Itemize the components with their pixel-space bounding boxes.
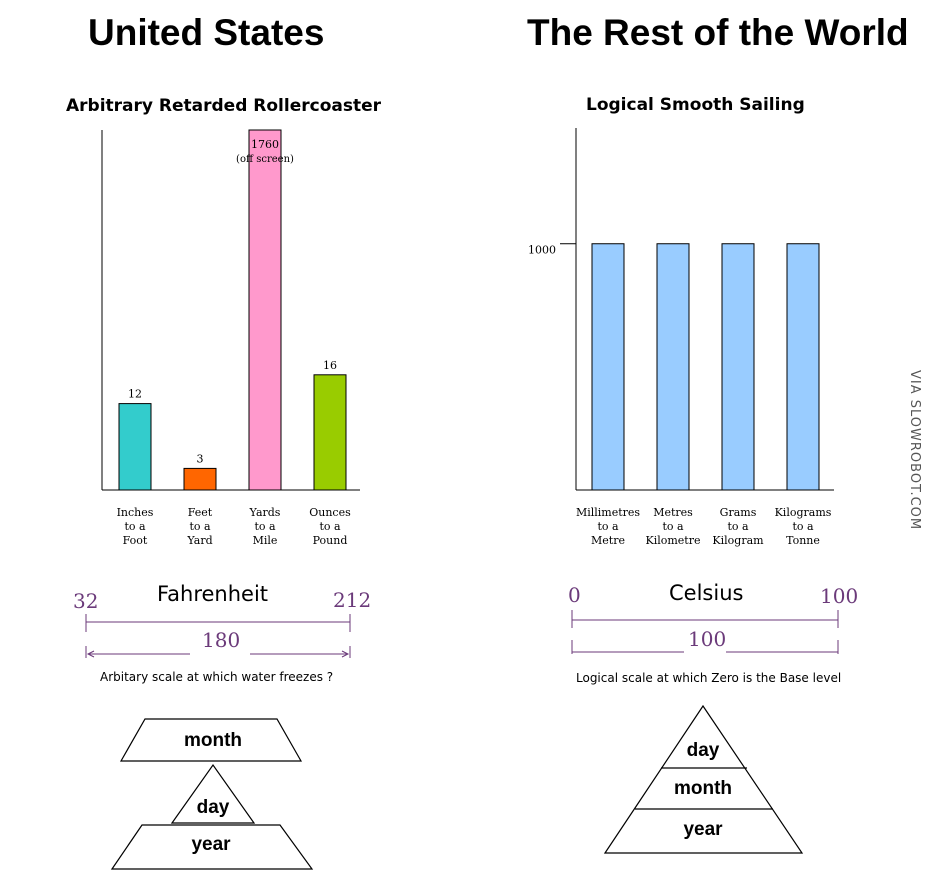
world-chart-category-label: to a [792, 520, 814, 533]
us-chart-data-label: 16 [323, 359, 337, 372]
fahrenheit-label: Fahrenheit [157, 582, 269, 606]
world-chart-category-label: Kilometre [645, 534, 700, 547]
us-chart-bar-3 [313, 374, 347, 491]
world-chart-category-label: Kilogram [712, 534, 764, 547]
celsius-span: 100 [688, 627, 727, 651]
us-chart-category-label: to a [254, 520, 276, 533]
us-chart-category-label: Feet [188, 506, 213, 519]
us-chart-category-label: to a [124, 520, 146, 533]
world-pyramid-triangle [603, 704, 804, 854]
us-date-pyramid: month day year [110, 718, 314, 870]
us-chart-title: Arbitrary Retarded Rollercoaster [66, 96, 382, 116]
world-chart-category-label: Kilograms [775, 506, 832, 519]
fahrenheit-caption: Arbitary scale at which water freezes ? [100, 670, 334, 684]
celsius-caption: Logical scale at which Zero is the Base … [576, 671, 842, 685]
fahrenheit-high: 212 [333, 588, 372, 612]
us-title: United States [88, 12, 325, 53]
celsius-high: 100 [820, 584, 859, 608]
world-chart-category-label: to a [662, 520, 684, 533]
world-chart-bar-1 [656, 243, 690, 491]
us-chart-annotation: (off screen) [236, 154, 294, 165]
world-chart-category-label: Grams [720, 506, 757, 519]
world-title: The Rest of the World [527, 12, 909, 53]
us-chart-bar-0 [118, 403, 152, 491]
world-chart-category-label: Tonne [786, 534, 820, 547]
world-chart-category-label: to a [727, 520, 749, 533]
world-chart-bar-2 [721, 243, 755, 491]
us-chart-category-label: Yards [249, 506, 281, 519]
us-chart-data-label: 1760 [251, 138, 279, 151]
world-chart-bar-3 [786, 243, 820, 491]
us-chart-data-label: 12 [128, 388, 142, 401]
celsius-label: Celsius [669, 581, 744, 605]
celsius-ruler [571, 610, 839, 654]
world-chart-title: Logical Smooth Sailing [586, 95, 805, 115]
us-pyramid-bottom-trapezoid [110, 824, 314, 870]
us-chart-category-label: Yard [186, 534, 212, 547]
world-pyramid-middle-label: month [674, 778, 732, 799]
world-chart-category-label: Metres [653, 506, 693, 519]
us-chart-data-label: 3 [197, 452, 204, 465]
celsius-low: 0 [568, 583, 581, 607]
us-chart-category-label: Inches [117, 506, 154, 519]
watermark-text: VIA SLOWROBOT.COM [907, 370, 922, 531]
us-chart-category-label: Ounces [309, 506, 351, 519]
us-chart-bar-2 [248, 129, 282, 491]
us-chart-category-label: Mile [253, 534, 278, 547]
us-pyramid-top-label: month [184, 730, 242, 751]
us-pyramid-bottom-label: year [191, 834, 231, 855]
world-chart-y-tick-label: 1000 [528, 244, 556, 257]
us-pyramid-middle-label: day [197, 797, 230, 818]
us-pyramid-top-trapezoid [119, 718, 303, 762]
world-chart-category-label: Millimetres [576, 506, 640, 519]
us-chart-category-label: to a [189, 520, 211, 533]
fahrenheit-ruler [85, 614, 351, 658]
fahrenheit-span: 180 [202, 628, 241, 652]
world-pyramid-bottom-label: year [683, 819, 723, 840]
us-chart-bar-1 [183, 467, 217, 491]
us-chart-category-label: Pound [313, 534, 348, 547]
us-chart-category-label: Foot [123, 534, 148, 547]
world-chart-category-label: Metre [591, 534, 625, 547]
world-chart-category-label: to a [597, 520, 619, 533]
us-chart-category-label: to a [319, 520, 341, 533]
world-date-pyramid: day month year [603, 704, 804, 854]
us-pyramid-middle-triangle [170, 763, 256, 824]
fahrenheit-low: 32 [73, 589, 99, 613]
world-pyramid-top-label: day [687, 740, 720, 761]
world-chart-bar-0 [591, 243, 625, 491]
